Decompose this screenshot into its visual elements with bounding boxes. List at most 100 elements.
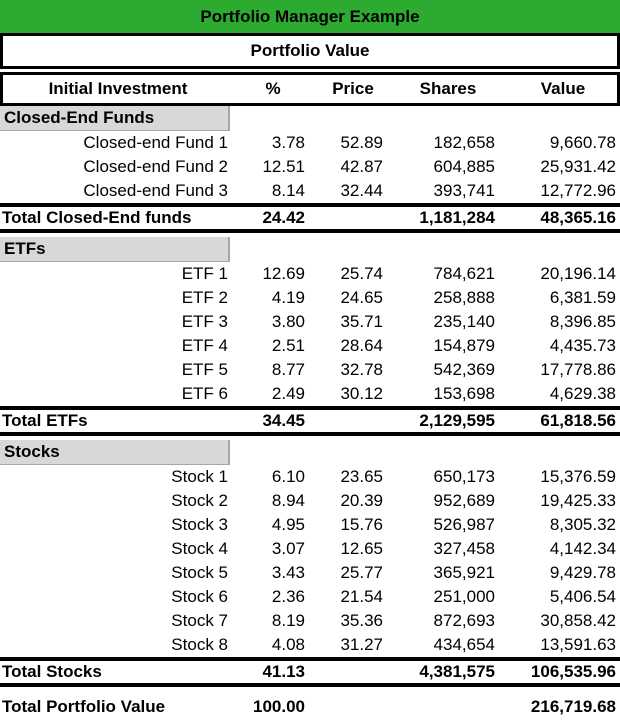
row-label-cell[interactable]: Stock 1 bbox=[171, 467, 228, 486]
row-value-cell[interactable]: 9,660.78 bbox=[549, 133, 616, 152]
subtitle-box[interactable]: Portfolio Value bbox=[0, 33, 620, 69]
header-cell-shares[interactable]: Shares bbox=[419, 79, 477, 98]
grand-total-pct-cell[interactable]: 100.00 bbox=[253, 697, 305, 716]
row-price-cell[interactable]: 31.27 bbox=[340, 635, 383, 654]
row-shares-cell[interactable]: 153,698 bbox=[433, 384, 495, 403]
total-price-cell[interactable] bbox=[310, 207, 390, 229]
row-shares-cell[interactable]: 182,658 bbox=[433, 133, 495, 152]
row-price-cell[interactable]: 35.71 bbox=[340, 312, 383, 331]
row-pct-cell[interactable]: 4.08 bbox=[271, 635, 305, 654]
row-price-cell[interactable]: 21.54 bbox=[340, 587, 383, 606]
total-shares-cell[interactable]: 2,129,595 bbox=[419, 411, 495, 430]
row-pct-cell[interactable]: 8.77 bbox=[271, 360, 305, 379]
total-label-cell[interactable]: Total ETFs bbox=[2, 411, 88, 430]
row-pct-cell[interactable]: 4.95 bbox=[271, 515, 305, 534]
total-value-cell[interactable]: 48,365.16 bbox=[540, 208, 616, 227]
total-shares-cell[interactable]: 4,381,575 bbox=[419, 662, 495, 681]
empty-cell[interactable] bbox=[390, 440, 500, 465]
empty-cell[interactable] bbox=[390, 237, 500, 262]
total-label-cell[interactable]: Total Closed-End funds bbox=[2, 208, 192, 227]
row-shares-cell[interactable]: 393,741 bbox=[433, 181, 495, 200]
empty-cell[interactable] bbox=[500, 237, 620, 262]
row-shares-cell[interactable]: 327,458 bbox=[433, 539, 495, 558]
row-label-cell[interactable]: Closed-end Fund 1 bbox=[83, 133, 228, 152]
row-value-cell[interactable]: 8,396.85 bbox=[549, 312, 616, 331]
total-label-cell[interactable]: Total Stocks bbox=[2, 662, 102, 681]
row-label-cell[interactable]: Stock 5 bbox=[171, 563, 228, 582]
row-pct-cell[interactable]: 2.51 bbox=[271, 336, 305, 355]
row-label-cell[interactable]: ETF 3 bbox=[181, 312, 228, 331]
row-price-cell[interactable]: 35.36 bbox=[340, 611, 383, 630]
header-cell-price[interactable]: Price bbox=[332, 79, 374, 98]
row-price-cell[interactable]: 23.65 bbox=[340, 467, 383, 486]
grand-total-price-cell[interactable] bbox=[310, 695, 390, 719]
row-shares-cell[interactable]: 251,000 bbox=[433, 587, 495, 606]
row-shares-cell[interactable]: 154,879 bbox=[433, 336, 495, 355]
row-pct-cell[interactable]: 8.14 bbox=[271, 181, 305, 200]
empty-cell[interactable] bbox=[310, 237, 390, 262]
empty-cell[interactable] bbox=[230, 237, 310, 262]
row-shares-cell[interactable]: 952,689 bbox=[433, 491, 495, 510]
row-pct-cell[interactable]: 3.07 bbox=[271, 539, 305, 558]
row-pct-cell[interactable]: 3.43 bbox=[271, 563, 305, 582]
header-cell-initial-investment[interactable]: Initial Investment bbox=[48, 79, 188, 98]
row-price-cell[interactable]: 32.78 bbox=[340, 360, 383, 379]
row-pct-cell[interactable]: 3.80 bbox=[271, 312, 305, 331]
row-label-cell[interactable]: Stock 8 bbox=[171, 635, 228, 654]
row-price-cell[interactable]: 28.64 bbox=[340, 336, 383, 355]
row-price-cell[interactable]: 30.12 bbox=[340, 384, 383, 403]
empty-cell[interactable] bbox=[230, 106, 310, 131]
section-header-cell[interactable]: ETFs bbox=[0, 237, 230, 262]
row-shares-cell[interactable]: 526,987 bbox=[433, 515, 495, 534]
row-shares-cell[interactable]: 434,654 bbox=[433, 635, 495, 654]
row-shares-cell[interactable]: 365,921 bbox=[433, 563, 495, 582]
section-header-cell[interactable]: Closed-End Funds bbox=[0, 106, 230, 131]
row-price-cell[interactable]: 15.76 bbox=[340, 515, 383, 534]
empty-cell[interactable] bbox=[390, 106, 500, 131]
row-label-cell[interactable]: ETF 1 bbox=[181, 264, 228, 283]
row-value-cell[interactable]: 4,629.38 bbox=[549, 384, 616, 403]
header-cell-value[interactable]: Value bbox=[540, 79, 586, 98]
total-pct-cell[interactable]: 41.13 bbox=[262, 662, 305, 681]
title-bar[interactable]: Portfolio Manager Example bbox=[0, 0, 620, 33]
row-pct-cell[interactable]: 3.78 bbox=[271, 133, 305, 152]
row-shares-cell[interactable]: 258,888 bbox=[433, 288, 495, 307]
empty-cell[interactable] bbox=[310, 440, 390, 465]
row-label-cell[interactable]: ETF 6 bbox=[181, 384, 228, 403]
row-price-cell[interactable]: 24.65 bbox=[340, 288, 383, 307]
row-value-cell[interactable]: 25,931.42 bbox=[540, 157, 616, 176]
total-value-cell[interactable]: 61,818.56 bbox=[540, 411, 616, 430]
row-price-cell[interactable]: 25.77 bbox=[340, 563, 383, 582]
row-value-cell[interactable]: 13,591.63 bbox=[540, 635, 616, 654]
row-label-cell[interactable]: ETF 2 bbox=[181, 288, 228, 307]
grand-total-label-cell[interactable]: Total Portfolio Value bbox=[2, 697, 166, 716]
row-shares-cell[interactable]: 235,140 bbox=[433, 312, 495, 331]
total-value-cell[interactable]: 106,535.96 bbox=[530, 662, 616, 681]
row-shares-cell[interactable]: 604,885 bbox=[433, 157, 495, 176]
total-pct-cell[interactable]: 34.45 bbox=[262, 411, 305, 430]
total-pct-cell[interactable]: 24.42 bbox=[262, 208, 305, 227]
row-label-cell[interactable]: Closed-end Fund 2 bbox=[83, 157, 228, 176]
empty-cell[interactable] bbox=[310, 106, 390, 131]
row-label-cell[interactable]: Stock 6 bbox=[171, 587, 228, 606]
row-pct-cell[interactable]: 4.19 bbox=[271, 288, 305, 307]
row-value-cell[interactable]: 4,142.34 bbox=[549, 539, 616, 558]
row-value-cell[interactable]: 5,406.54 bbox=[549, 587, 616, 606]
row-price-cell[interactable]: 25.74 bbox=[340, 264, 383, 283]
grand-total-value-cell[interactable]: 216,719.68 bbox=[530, 697, 616, 716]
row-value-cell[interactable]: 6,381.59 bbox=[549, 288, 616, 307]
row-label-cell[interactable]: ETF 5 bbox=[181, 360, 228, 379]
total-price-cell[interactable] bbox=[310, 410, 390, 432]
row-label-cell[interactable]: Stock 4 bbox=[171, 539, 228, 558]
row-shares-cell[interactable]: 872,693 bbox=[433, 611, 495, 630]
row-price-cell[interactable]: 12.65 bbox=[340, 539, 383, 558]
row-price-cell[interactable]: 42.87 bbox=[340, 157, 383, 176]
row-pct-cell[interactable]: 8.19 bbox=[271, 611, 305, 630]
row-pct-cell[interactable]: 2.49 bbox=[271, 384, 305, 403]
row-value-cell[interactable]: 12,772.96 bbox=[540, 181, 616, 200]
grand-total-shares-cell[interactable] bbox=[390, 695, 500, 719]
row-value-cell[interactable]: 19,425.33 bbox=[540, 491, 616, 510]
row-price-cell[interactable]: 20.39 bbox=[340, 491, 383, 510]
empty-cell[interactable] bbox=[500, 440, 620, 465]
empty-cell[interactable] bbox=[230, 440, 310, 465]
